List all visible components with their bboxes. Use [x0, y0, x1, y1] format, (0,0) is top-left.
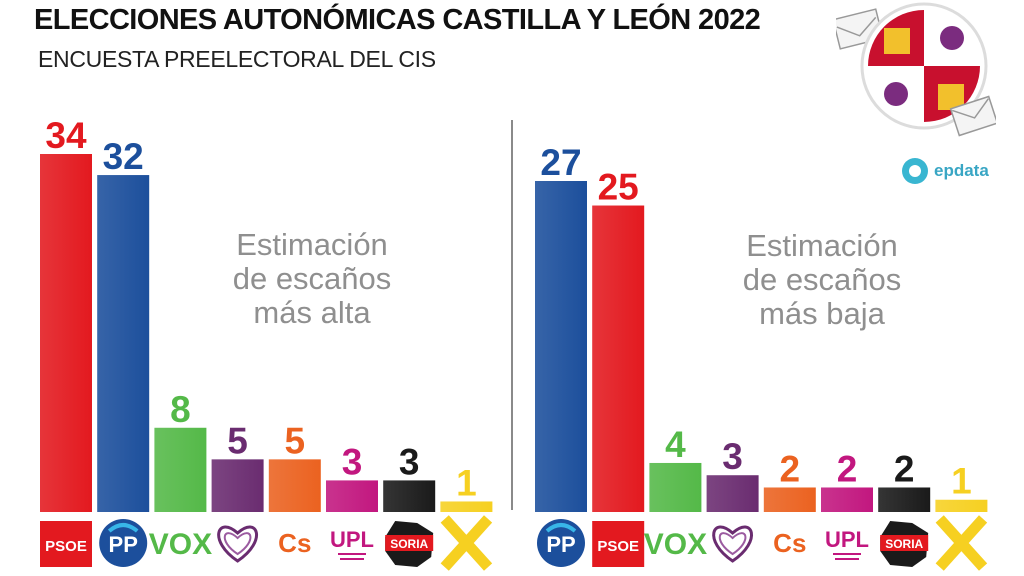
epdata-brand: epdata	[902, 158, 989, 184]
value-label-2-6: 2	[837, 448, 858, 489]
value-label-1-6: 3	[342, 441, 363, 482]
svg-text:PP: PP	[546, 532, 575, 557]
bar-1-8	[440, 501, 493, 512]
party-logo-2-6: UPL	[825, 527, 869, 560]
bar-1-6	[326, 480, 378, 512]
value-label-1-8: 1	[456, 462, 477, 503]
bar-1-2	[97, 175, 150, 512]
bar-2-4	[706, 475, 759, 512]
chart-divider	[511, 120, 513, 510]
bar-2-5	[763, 487, 816, 512]
bar-2-6	[821, 487, 873, 512]
bar-1-1	[40, 154, 92, 512]
value-label-2-2: 25	[598, 167, 639, 208]
value-label-2-3: 4	[665, 424, 686, 465]
svg-text:Cs: Cs	[278, 528, 311, 558]
chart-panel-1: 34 PSOE 32 PP 8 VOX 5 5 Cs 3 UPL 3 SORIA 1 Estimaciónd…	[40, 115, 493, 571]
svg-text:PP: PP	[109, 532, 138, 557]
svg-text:VOX: VOX	[644, 528, 707, 561]
svg-text:VOX: VOX	[149, 528, 212, 561]
value-label-2-4: 3	[722, 436, 743, 477]
party-logo-2-4	[712, 525, 753, 563]
brand-name: epdata	[934, 161, 989, 180]
svg-text:UPL: UPL	[825, 527, 869, 552]
svg-text:Cs: Cs	[773, 528, 806, 558]
svg-text:PSOE: PSOE	[597, 538, 639, 555]
svg-text:SORIA: SORIA	[390, 537, 428, 551]
annotation-line-2-2: de escaños	[743, 262, 902, 297]
bar-1-5	[268, 459, 321, 512]
bar-2-7	[878, 487, 931, 512]
value-label-2-8: 1	[951, 461, 972, 502]
page-title: ELECCIONES AUTONÓMICAS CASTILLA Y LEÓN 2…	[34, 4, 761, 36]
party-logo-2-2: PSOE	[592, 521, 645, 567]
annotation-line-1-3: más alta	[253, 295, 371, 330]
bar-1-4	[211, 459, 264, 512]
bar-2-3	[649, 462, 702, 512]
svg-text:SORIA: SORIA	[885, 537, 923, 551]
party-logo-2-7: SORIA	[880, 521, 929, 567]
bar-1-3	[154, 427, 207, 512]
annotation-line-2-1: Estimación	[746, 228, 898, 263]
party-logo-2-8	[935, 515, 988, 571]
party-logo-1-7: SORIA	[385, 521, 434, 567]
party-logo-1-1: PSOE	[40, 521, 92, 567]
value-label-1-3: 8	[170, 389, 191, 430]
castilla-leon-emblem-icon	[836, 2, 996, 137]
party-logo-1-2: PP	[99, 519, 148, 567]
value-label-1-2: 32	[103, 136, 144, 177]
page-subtitle: ENCUESTA PREELECTORAL DEL CIS	[38, 46, 436, 72]
party-logo-2-3: VOX	[644, 528, 707, 561]
value-label-2-1: 27	[540, 142, 581, 183]
bar-2-1	[535, 181, 587, 512]
value-label-1-1: 34	[45, 115, 87, 156]
party-logo-2-5: Cs	[773, 528, 806, 558]
value-label-1-4: 5	[227, 420, 248, 461]
party-logo-1-8	[440, 515, 493, 571]
party-logo-1-5: Cs	[278, 528, 311, 558]
value-label-1-7: 3	[399, 441, 420, 482]
svg-text:PSOE: PSOE	[45, 538, 87, 555]
bar-2-2	[592, 205, 645, 512]
annotation-line-1-2: de escaños	[233, 261, 392, 296]
annotation-line-2-3: más baja	[759, 296, 886, 331]
svg-text:UPL: UPL	[330, 527, 374, 552]
party-logo-2-1: PP	[537, 519, 585, 567]
value-label-2-5: 2	[780, 448, 801, 489]
value-label-2-7: 2	[894, 448, 915, 489]
value-label-1-5: 5	[285, 420, 306, 461]
bar-1-7	[383, 480, 436, 512]
party-logo-1-3: VOX	[149, 528, 212, 561]
party-logo-1-6: UPL	[330, 527, 374, 560]
annotation-line-1-1: Estimación	[236, 227, 388, 262]
bar-2-8	[935, 499, 988, 512]
epdata-logo-icon	[902, 158, 928, 184]
party-logo-1-4	[217, 525, 258, 563]
